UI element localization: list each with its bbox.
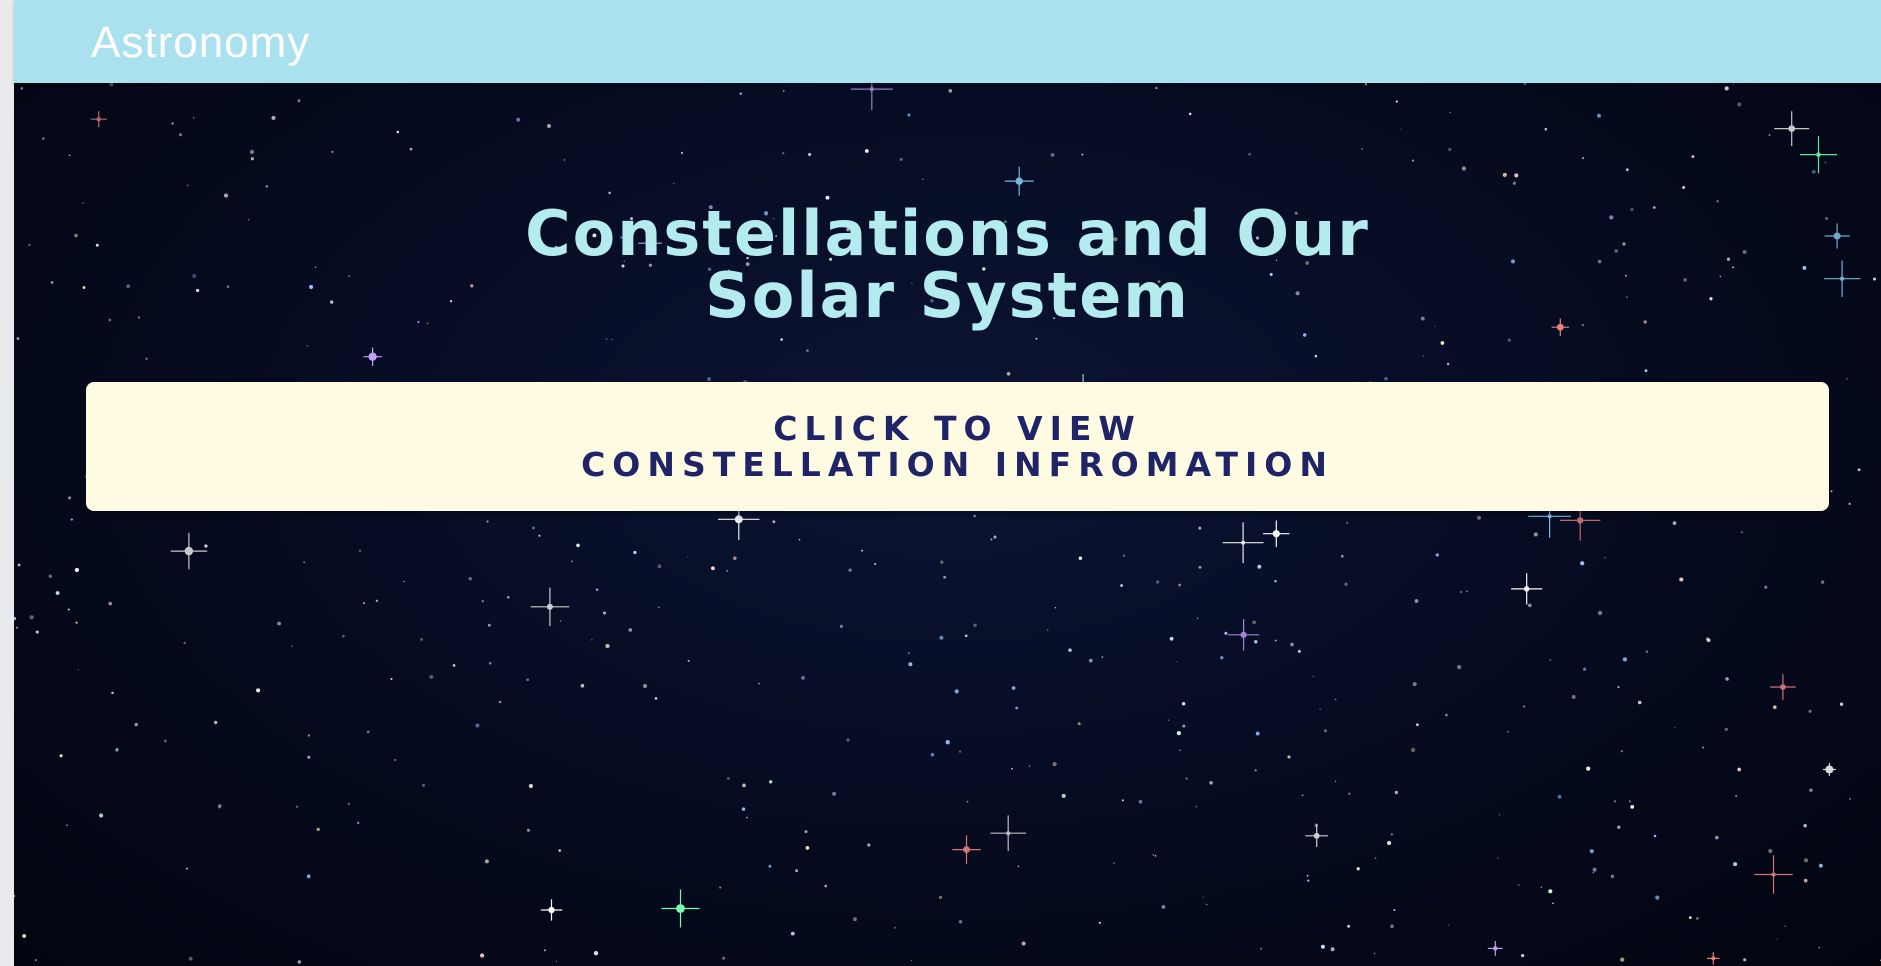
page-title-line-2: Solar System [14, 265, 1881, 327]
app-title: Astronomy [91, 18, 310, 68]
view-constellation-info-button[interactable]: CLICK TO VIEW CONSTELLATION INFROMATION [86, 382, 1829, 511]
app-bar: Astronomy [14, 0, 1881, 83]
page-title: Constellations and Our Solar System [14, 203, 1881, 327]
left-edge-strip [0, 0, 14, 966]
button-label-line-1: CLICK TO VIEW [773, 411, 1142, 447]
starfield-screen: Constellations and Our Solar System CLIC… [14, 83, 1881, 966]
button-label-line-2: CONSTELLATION INFROMATION [581, 447, 1334, 483]
page-title-line-1: Constellations and Our [14, 203, 1881, 265]
